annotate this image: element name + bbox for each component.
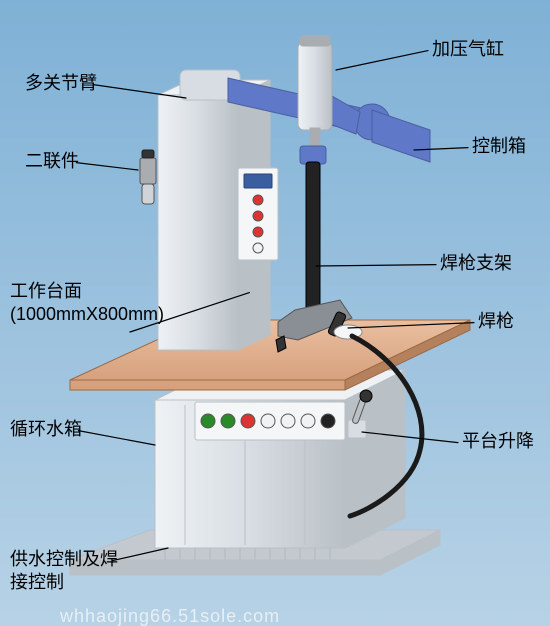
panel-button (321, 414, 335, 428)
callout-work_table: 工作台面(1000mmX800mm) (10, 280, 164, 325)
panel-button (253, 195, 263, 205)
leader-torch_bracket (316, 265, 436, 266)
panel-button (253, 243, 263, 253)
leader-two_piece (76, 163, 138, 170)
leader-water_tank (78, 431, 155, 445)
panel-button (301, 414, 315, 428)
lower-control-panel (195, 402, 345, 440)
panel-button (261, 414, 275, 428)
panel-button (201, 414, 215, 428)
press-cylinder (298, 36, 332, 146)
two-piece-unit (140, 150, 156, 204)
callout-torch: 焊枪 (478, 310, 514, 333)
callout-torch_bracket: 焊枪支架 (440, 252, 512, 275)
callout-water_tank: 循环水箱 (10, 418, 82, 441)
callout-press_cyl: 加压气缸 (432, 38, 504, 61)
callout-two_piece: 二联件 (25, 150, 79, 173)
watermark: whhaojing66.51sole.com (60, 606, 280, 626)
panel-button (253, 227, 263, 237)
callout-platform_lift: 平台升降 (462, 430, 534, 453)
torch-post (300, 146, 326, 312)
callout-multi_joint_arm: 多关节臂 (25, 72, 97, 95)
panel-button (253, 211, 263, 221)
panel-button (241, 414, 255, 428)
panel-button (281, 414, 295, 428)
callout-water_ctrl: 供水控制及焊接控制 (10, 548, 118, 593)
diagram-stage: 多关节臂二联件工作台面(1000mmX800mm) 循环水箱供水控制及焊接控制 加压… (0, 0, 550, 626)
panel-button (221, 414, 235, 428)
leader-press_cyl (336, 51, 428, 70)
callout-ctrl_box: 控制箱 (472, 135, 526, 158)
upper-control-box (238, 168, 278, 260)
